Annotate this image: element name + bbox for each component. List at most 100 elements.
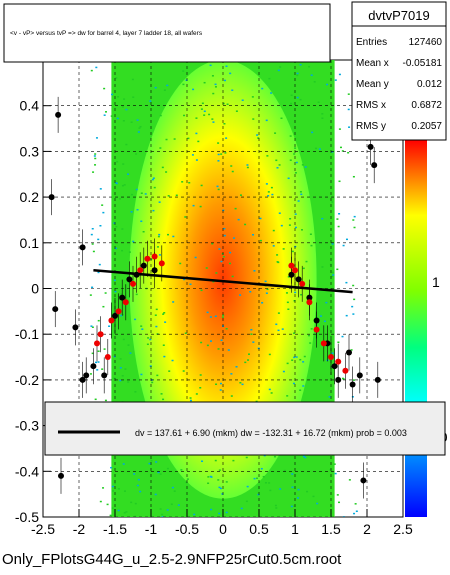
density-speck: [233, 237, 236, 239]
density-speck: [102, 487, 105, 489]
density-speck: [101, 204, 104, 206]
density-speck: [189, 283, 192, 286]
density-speck: [259, 239, 262, 242]
density-speck: [328, 396, 331, 398]
density-speck: [113, 377, 116, 379]
density-speck: [119, 358, 122, 360]
density-speck: [166, 84, 169, 87]
density-speck: [199, 387, 202, 389]
density-speck: [155, 308, 158, 311]
density-speck: [113, 482, 116, 485]
density-speck: [290, 102, 293, 105]
density-speck: [230, 373, 233, 375]
data-point: [371, 162, 378, 169]
density-speck: [163, 89, 166, 91]
density-speck: [179, 262, 182, 265]
density-speck: [276, 254, 279, 256]
density-speck: [220, 153, 223, 155]
data-point: [313, 326, 320, 333]
density-speck: [216, 185, 219, 188]
density-speck: [152, 209, 155, 212]
density-speck: [225, 481, 228, 483]
density-speck: [345, 281, 348, 284]
density-speck: [293, 153, 296, 155]
density-speck: [192, 88, 195, 91]
density-speck: [180, 469, 183, 471]
density-speck: [245, 500, 248, 503]
density-speck: [207, 482, 210, 485]
density-speck: [310, 74, 313, 76]
density-speck: [115, 225, 118, 228]
density-speck: [92, 171, 95, 173]
data-point: [97, 331, 104, 338]
density-speck: [310, 328, 313, 330]
density-speck: [300, 293, 303, 296]
density-speck: [285, 292, 288, 294]
density-speck: [290, 94, 293, 96]
density-speck: [165, 171, 168, 173]
density-speck: [230, 395, 233, 397]
density-speck: [311, 131, 314, 134]
density-speck: [325, 301, 328, 304]
density-speck: [136, 484, 139, 487]
density-speck: [232, 459, 235, 462]
density-speck: [182, 370, 185, 372]
density-speck: [158, 254, 161, 256]
density-speck: [295, 356, 298, 358]
density-speck: [110, 115, 113, 117]
fit-line: [93, 268, 353, 294]
density-speck: [113, 222, 116, 224]
density-speck: [111, 93, 114, 96]
data-point: [356, 372, 363, 379]
density-speck: [271, 193, 274, 196]
density-speck: [276, 167, 279, 169]
data-point: [79, 376, 86, 383]
density-speck: [203, 110, 206, 113]
density-speck: [99, 500, 102, 503]
density-speck: [102, 211, 105, 214]
stats-label: RMS y: [356, 121, 386, 132]
density-speck: [338, 73, 341, 76]
density-speck: [287, 177, 290, 180]
density-speck: [151, 381, 154, 384]
stats-rows: Entries 127460 Mean x -0.05181 Mean y 0.012 RM…: [356, 37, 442, 132]
density-speck: [99, 188, 102, 190]
density-speck: [134, 391, 137, 393]
density-speck: [287, 308, 290, 311]
density-speck: [257, 137, 260, 139]
density-speck: [226, 103, 229, 105]
x-tick-label: 2: [363, 521, 371, 537]
density-speck: [137, 131, 140, 133]
density-speck: [227, 349, 230, 351]
title-box: [3, 3, 331, 63]
density-speck: [156, 374, 159, 377]
density-speck: [159, 114, 162, 117]
density-speck: [114, 290, 117, 293]
density-speck: [99, 224, 102, 227]
density-speck: [122, 463, 125, 465]
density-speck: [132, 96, 135, 98]
data-point: [342, 367, 349, 374]
density-speck: [307, 334, 310, 337]
density-speck: [101, 368, 104, 370]
density-speck: [89, 373, 92, 375]
density-speck: [195, 159, 198, 161]
density-speck: [207, 476, 210, 478]
density-speck: [247, 359, 250, 361]
density-speck: [161, 513, 164, 516]
data-point: [94, 340, 100, 347]
stats-value: 0.2057: [411, 121, 442, 132]
density-speck: [93, 155, 96, 157]
data-point: [320, 340, 327, 347]
density-speck: [304, 456, 307, 459]
density-speck: [184, 332, 187, 334]
density-speck: [294, 291, 297, 294]
data-point: [335, 376, 342, 383]
density-speck: [282, 248, 285, 250]
density-speck: [321, 266, 324, 268]
density-speck: [102, 305, 105, 308]
density-speck: [345, 314, 348, 317]
footer-filename: Only_FPlotsG44G_u_2.5-2.9NFP25rCut0.5cm.…: [2, 551, 342, 568]
density-speck: [247, 353, 250, 355]
density-speck: [312, 495, 315, 498]
